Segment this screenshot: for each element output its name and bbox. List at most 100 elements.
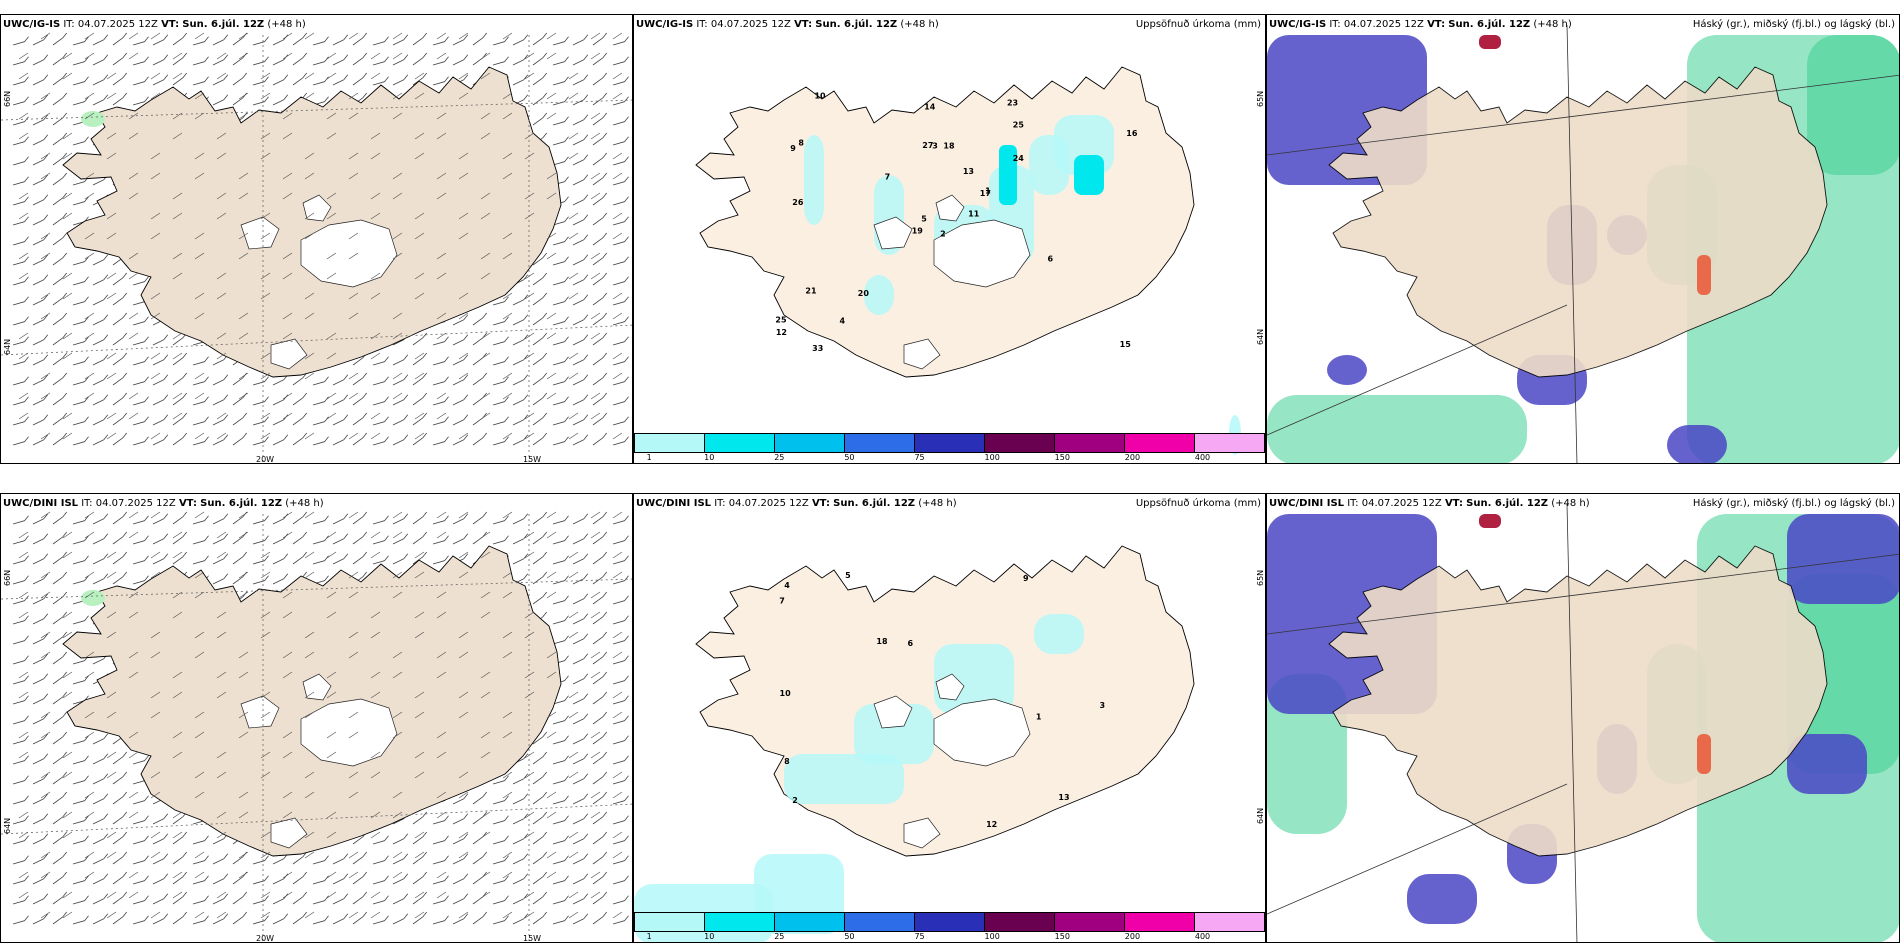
wind-barb — [392, 414, 409, 426]
wind-barb — [32, 893, 49, 905]
wind-barb — [352, 32, 368, 46]
wind-barb — [92, 913, 109, 925]
wind-barb — [238, 871, 249, 879]
wind-barb — [370, 611, 381, 619]
wind-barb — [128, 272, 139, 280]
wind-barb — [452, 913, 469, 925]
wind-barb — [84, 232, 95, 240]
colorbar-cell — [1125, 434, 1195, 452]
wind-barb — [436, 172, 447, 180]
wind-barb — [192, 855, 209, 865]
wind-barb — [332, 853, 349, 865]
wind-barb — [92, 553, 109, 565]
wind-barb — [72, 675, 89, 685]
wind-barb — [260, 292, 271, 300]
wind-barb — [524, 352, 535, 360]
wind-barb — [12, 416, 29, 426]
wind-barb — [72, 316, 89, 326]
wind-barb — [502, 32, 513, 40]
wind-barb — [292, 511, 308, 525]
wind-barb — [32, 134, 49, 146]
wind-barb — [304, 511, 315, 519]
wind-barb — [412, 332, 428, 346]
wind-barb — [612, 795, 629, 805]
wind-barb — [352, 891, 368, 905]
wind-barb — [392, 374, 409, 386]
wind-barb — [436, 791, 447, 799]
wind-barb — [62, 132, 73, 140]
wind-barb — [568, 751, 579, 759]
wind-barb — [612, 276, 629, 286]
wind-barb — [32, 354, 49, 366]
wind-barb — [128, 132, 139, 140]
wind-barb — [546, 851, 557, 859]
wind-barb — [472, 511, 488, 525]
wind-barb — [312, 396, 329, 406]
wind-barb — [212, 54, 229, 66]
wind-barb — [260, 631, 271, 639]
wind-barb — [492, 56, 509, 66]
wind-barb — [12, 156, 29, 166]
wind-barb — [260, 352, 271, 360]
wind-barb — [370, 52, 381, 60]
wind-barb — [84, 172, 95, 180]
wind-barb — [212, 414, 229, 426]
wind-barb — [128, 392, 139, 400]
wind-barb — [480, 72, 491, 80]
wind-barb — [18, 811, 29, 819]
wind-barb — [312, 535, 329, 545]
wind-barb — [480, 392, 491, 400]
wind-barb — [12, 615, 29, 625]
wind-barb — [112, 771, 128, 785]
wind-barb — [194, 232, 205, 240]
wind-barb — [18, 412, 29, 420]
colorbar-cell — [985, 434, 1055, 452]
wind-barb — [260, 92, 271, 100]
wind-barb — [260, 771, 271, 779]
wind-barb — [326, 891, 337, 899]
wind-barb — [192, 515, 209, 525]
wind-barb — [304, 771, 315, 779]
wind-barb — [532, 731, 548, 745]
wind-barb — [194, 292, 205, 300]
wind-barb — [412, 511, 428, 525]
wind-barb — [532, 52, 548, 66]
wind-barb — [32, 553, 49, 565]
wind-barb — [32, 434, 49, 446]
wind-barb — [592, 731, 608, 745]
wind-barb — [432, 436, 449, 446]
wind-barb — [194, 731, 205, 739]
wind-barb — [52, 392, 68, 406]
wind-barb — [84, 332, 95, 340]
wind-barb — [172, 891, 183, 899]
wind-barb — [304, 352, 315, 360]
wind-barb — [546, 811, 557, 819]
wind-barb — [232, 32, 248, 46]
wind-barb — [40, 851, 51, 859]
wind-barb — [458, 32, 469, 40]
wind-barb — [172, 392, 183, 400]
wind-barb — [592, 671, 608, 685]
wind-barb — [546, 711, 557, 719]
wind-barb — [502, 911, 513, 919]
wind-barb — [532, 511, 548, 525]
wind-barb — [612, 851, 623, 859]
wind-barb — [392, 851, 403, 859]
wind-barb — [572, 593, 589, 605]
wind-barb — [132, 336, 149, 346]
wind-barb — [128, 52, 139, 60]
wind-barb — [452, 873, 469, 885]
wind-barb — [512, 414, 529, 426]
wind-barb — [472, 831, 488, 845]
wind-barb — [152, 74, 169, 86]
wind-barb — [282, 891, 293, 899]
colorbar-cell — [845, 434, 915, 452]
wind-barb — [150, 911, 161, 919]
wind-barb — [612, 72, 623, 80]
precip-value: 8 — [784, 757, 790, 766]
wind-barb — [40, 92, 51, 100]
wind-barb — [52, 352, 68, 366]
colorbar-label: 200 — [1124, 453, 1141, 462]
wind-barb — [12, 555, 29, 565]
precip-value: 23 — [1007, 99, 1018, 108]
